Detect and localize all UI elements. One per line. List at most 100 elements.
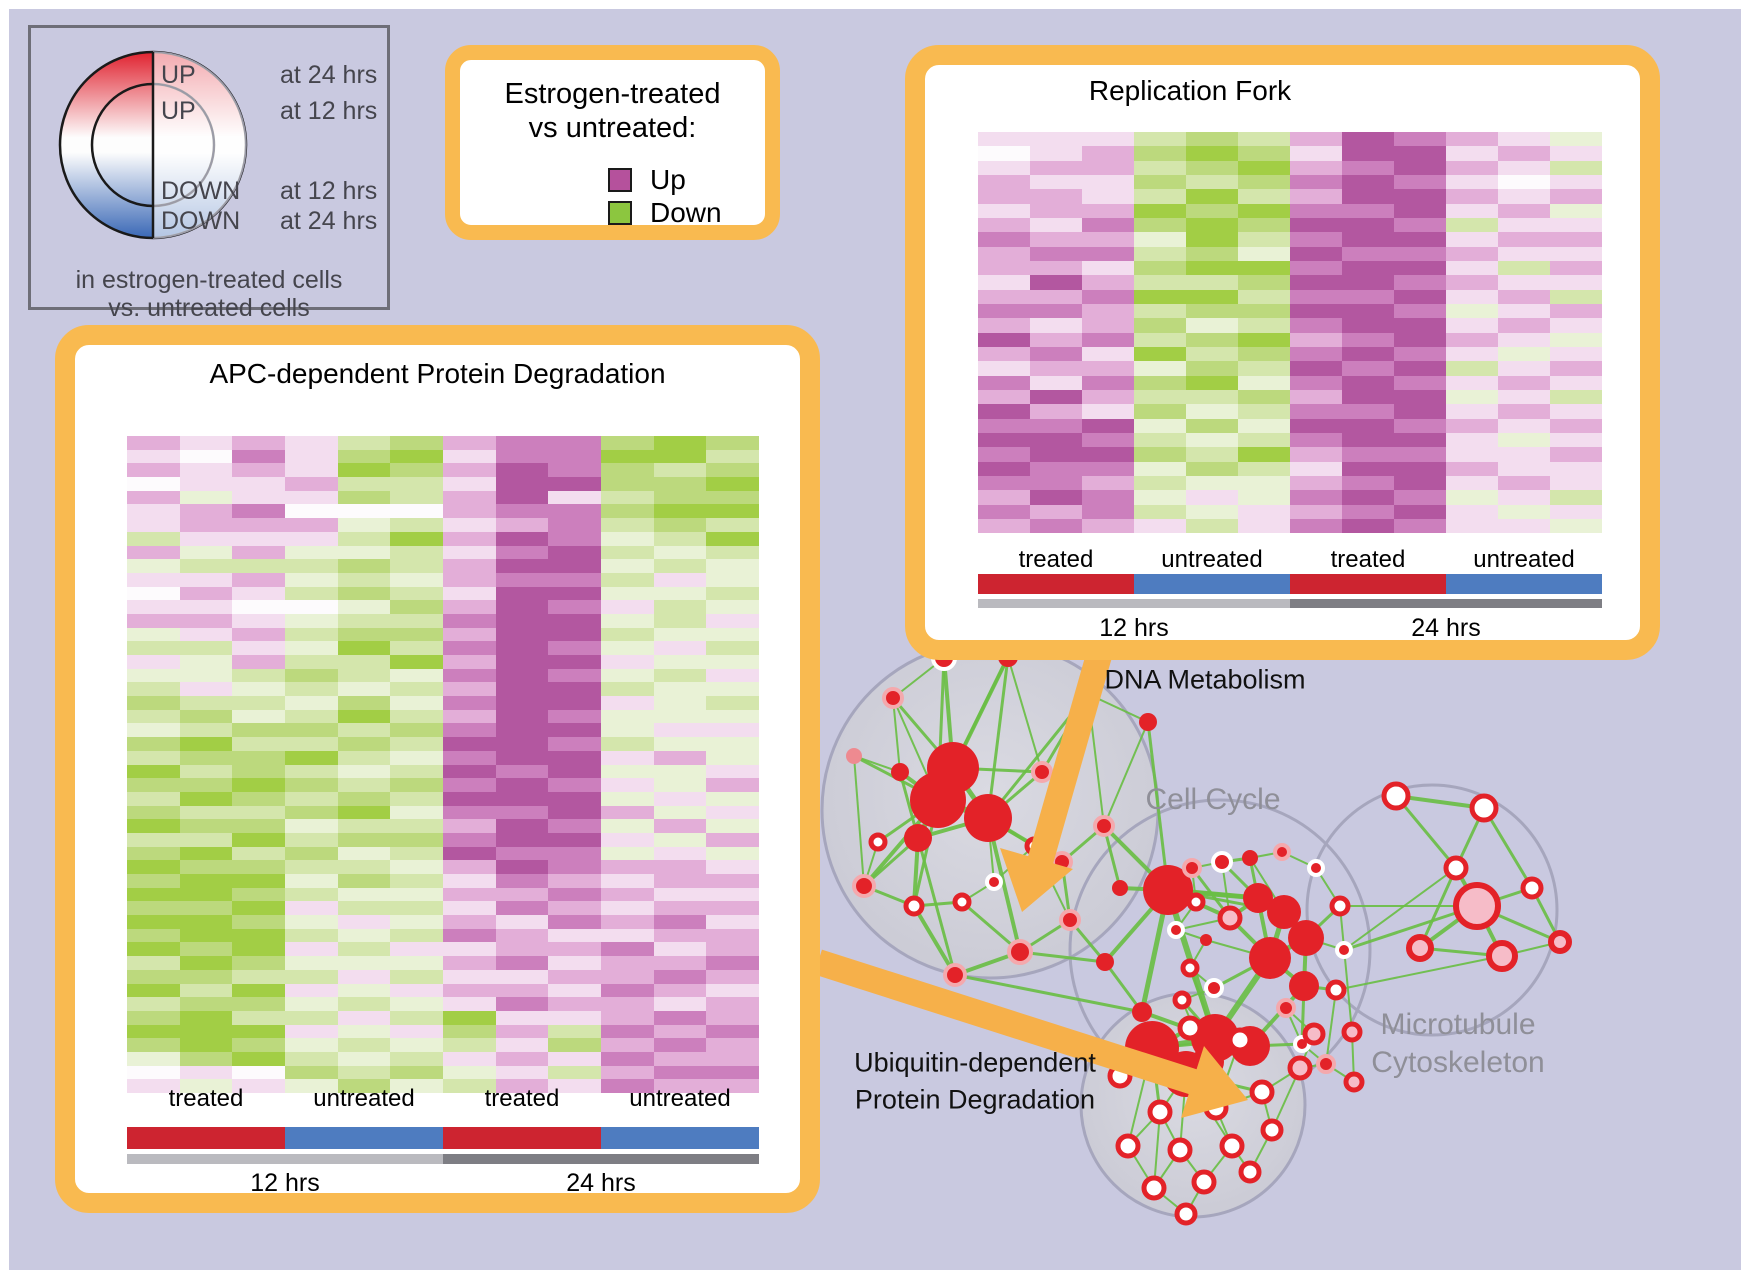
heatmap-row xyxy=(127,791,760,806)
rf-condition-bar xyxy=(978,574,1134,594)
rf-12hrs-label: 12 hrs xyxy=(1099,614,1169,642)
apc-group-label: untreated xyxy=(313,1085,415,1112)
apc-condition-bar xyxy=(601,1127,759,1149)
down-swatch xyxy=(608,201,632,225)
apc-group-label: treated xyxy=(168,1085,244,1112)
heatmap-row xyxy=(127,518,760,532)
ring-time-down24: at 24 hrs xyxy=(280,207,378,235)
heatmap-row xyxy=(978,246,1602,261)
updown-title-line1: Estrogen-treated xyxy=(504,78,721,110)
heatmap-row xyxy=(127,559,760,573)
rf-condition-bar xyxy=(1290,574,1446,594)
apc-24hrs-label: 24 hrs xyxy=(566,1169,636,1197)
heatmap-row xyxy=(978,275,1602,290)
heatmap-row xyxy=(127,942,760,957)
ring-time-down12: at 12 hrs xyxy=(280,177,378,205)
rf-heatmap xyxy=(978,132,1602,534)
heatmap-row xyxy=(127,915,760,929)
heatmap-row xyxy=(127,531,760,546)
heatmap-row xyxy=(127,887,760,902)
apc-time-bar xyxy=(127,1154,443,1164)
ring-footer-line2: vs. untreated cells xyxy=(108,294,310,322)
heatmap-row xyxy=(127,641,760,655)
heatmap-row xyxy=(978,490,1602,505)
label-ubiquitin-line2: Protein Degradation xyxy=(854,1084,1096,1115)
rf-group-label: untreated xyxy=(1473,546,1575,573)
up-label: Up xyxy=(650,164,686,195)
rf-time-bar xyxy=(978,599,1290,608)
ring-term-up24: UP xyxy=(161,61,196,89)
apc-condition-bar xyxy=(285,1127,443,1149)
apc-group-label: untreated xyxy=(629,1085,731,1112)
heatmap-row xyxy=(978,203,1602,218)
updown-title-line2: vs untreated: xyxy=(528,112,697,144)
rf-condition-bar xyxy=(1134,574,1290,594)
heatmap-row xyxy=(978,189,1602,204)
heatmap-row xyxy=(127,436,760,450)
heatmap-row xyxy=(127,613,760,628)
heatmap-row xyxy=(127,723,760,738)
heatmap-row xyxy=(978,260,1602,276)
heatmap-row xyxy=(127,846,760,861)
label-microtubule-line1: Microtubule xyxy=(1380,1008,1536,1041)
heatmap-row xyxy=(127,1024,760,1039)
heatmap-row xyxy=(978,389,1602,405)
ring-term-down12: DOWN xyxy=(161,177,241,205)
heatmap-row xyxy=(127,1010,760,1025)
ring-time-up24: at 24 hrs xyxy=(280,61,378,89)
heatmap-row xyxy=(127,832,760,847)
label-cell-cycle: Cell Cycle xyxy=(1145,783,1281,816)
replication-fork-panel: Replication Fork treated untreated treated… xyxy=(905,45,1660,660)
ring-time-up12: at 12 hrs xyxy=(280,97,378,125)
rf-time-bar xyxy=(1290,599,1602,608)
heatmap-row xyxy=(978,174,1602,190)
heatmap-row xyxy=(127,805,760,820)
heatmap-row xyxy=(978,346,1602,362)
heatmap-row xyxy=(978,289,1602,304)
apc-12hrs-label: 12 hrs xyxy=(250,1169,320,1197)
heatmap-row xyxy=(978,518,1602,534)
ring-term-up12: UP xyxy=(161,97,196,125)
heatmap-row xyxy=(127,490,760,505)
heatmap-row xyxy=(127,778,760,792)
heatmap-row xyxy=(127,764,760,779)
heatmap-row xyxy=(127,997,760,1011)
heatmap-row xyxy=(978,318,1602,333)
heatmap-row xyxy=(127,1079,760,1093)
heatmap-row xyxy=(127,1051,760,1066)
heatmap-row xyxy=(127,545,760,560)
heatmap-row xyxy=(127,956,760,970)
heatmap-row xyxy=(127,737,760,751)
heatmap-row xyxy=(127,449,760,464)
heatmap-row xyxy=(127,983,760,998)
up-swatch xyxy=(608,168,632,192)
heatmap-row xyxy=(978,461,1602,476)
heatmap-row xyxy=(127,696,760,710)
heatmap-row xyxy=(978,447,1602,462)
heatmap-row xyxy=(127,668,760,683)
heatmap-row xyxy=(127,463,760,478)
apc-panel: APC-dependent Protein Degradation treate… xyxy=(55,325,820,1213)
heatmap-row xyxy=(127,572,760,587)
rf-group-label: untreated xyxy=(1161,546,1263,573)
rf-group-label: treated xyxy=(1330,546,1406,573)
apc-heatmap xyxy=(127,436,760,1093)
heatmap-row xyxy=(978,232,1602,247)
rf-condition-bar xyxy=(1446,574,1602,594)
ring-term-down24: DOWN xyxy=(161,207,241,235)
heatmap-row xyxy=(978,160,1602,175)
heatmap-row xyxy=(127,504,760,519)
heatmap-row xyxy=(127,1038,760,1052)
heatmap-row xyxy=(127,860,760,874)
heatmap-row xyxy=(978,132,1602,147)
heatmap-row xyxy=(978,432,1602,448)
heatmap-row xyxy=(127,477,760,491)
rf-panel-title: Replication Fork xyxy=(1088,75,1292,106)
heatmap-row xyxy=(127,1065,760,1080)
heatmap-row xyxy=(127,750,760,765)
heatmap-row xyxy=(127,586,760,601)
heatmap-row xyxy=(978,475,1602,491)
heatmap-row xyxy=(127,969,760,984)
heatmap-row xyxy=(978,217,1602,233)
